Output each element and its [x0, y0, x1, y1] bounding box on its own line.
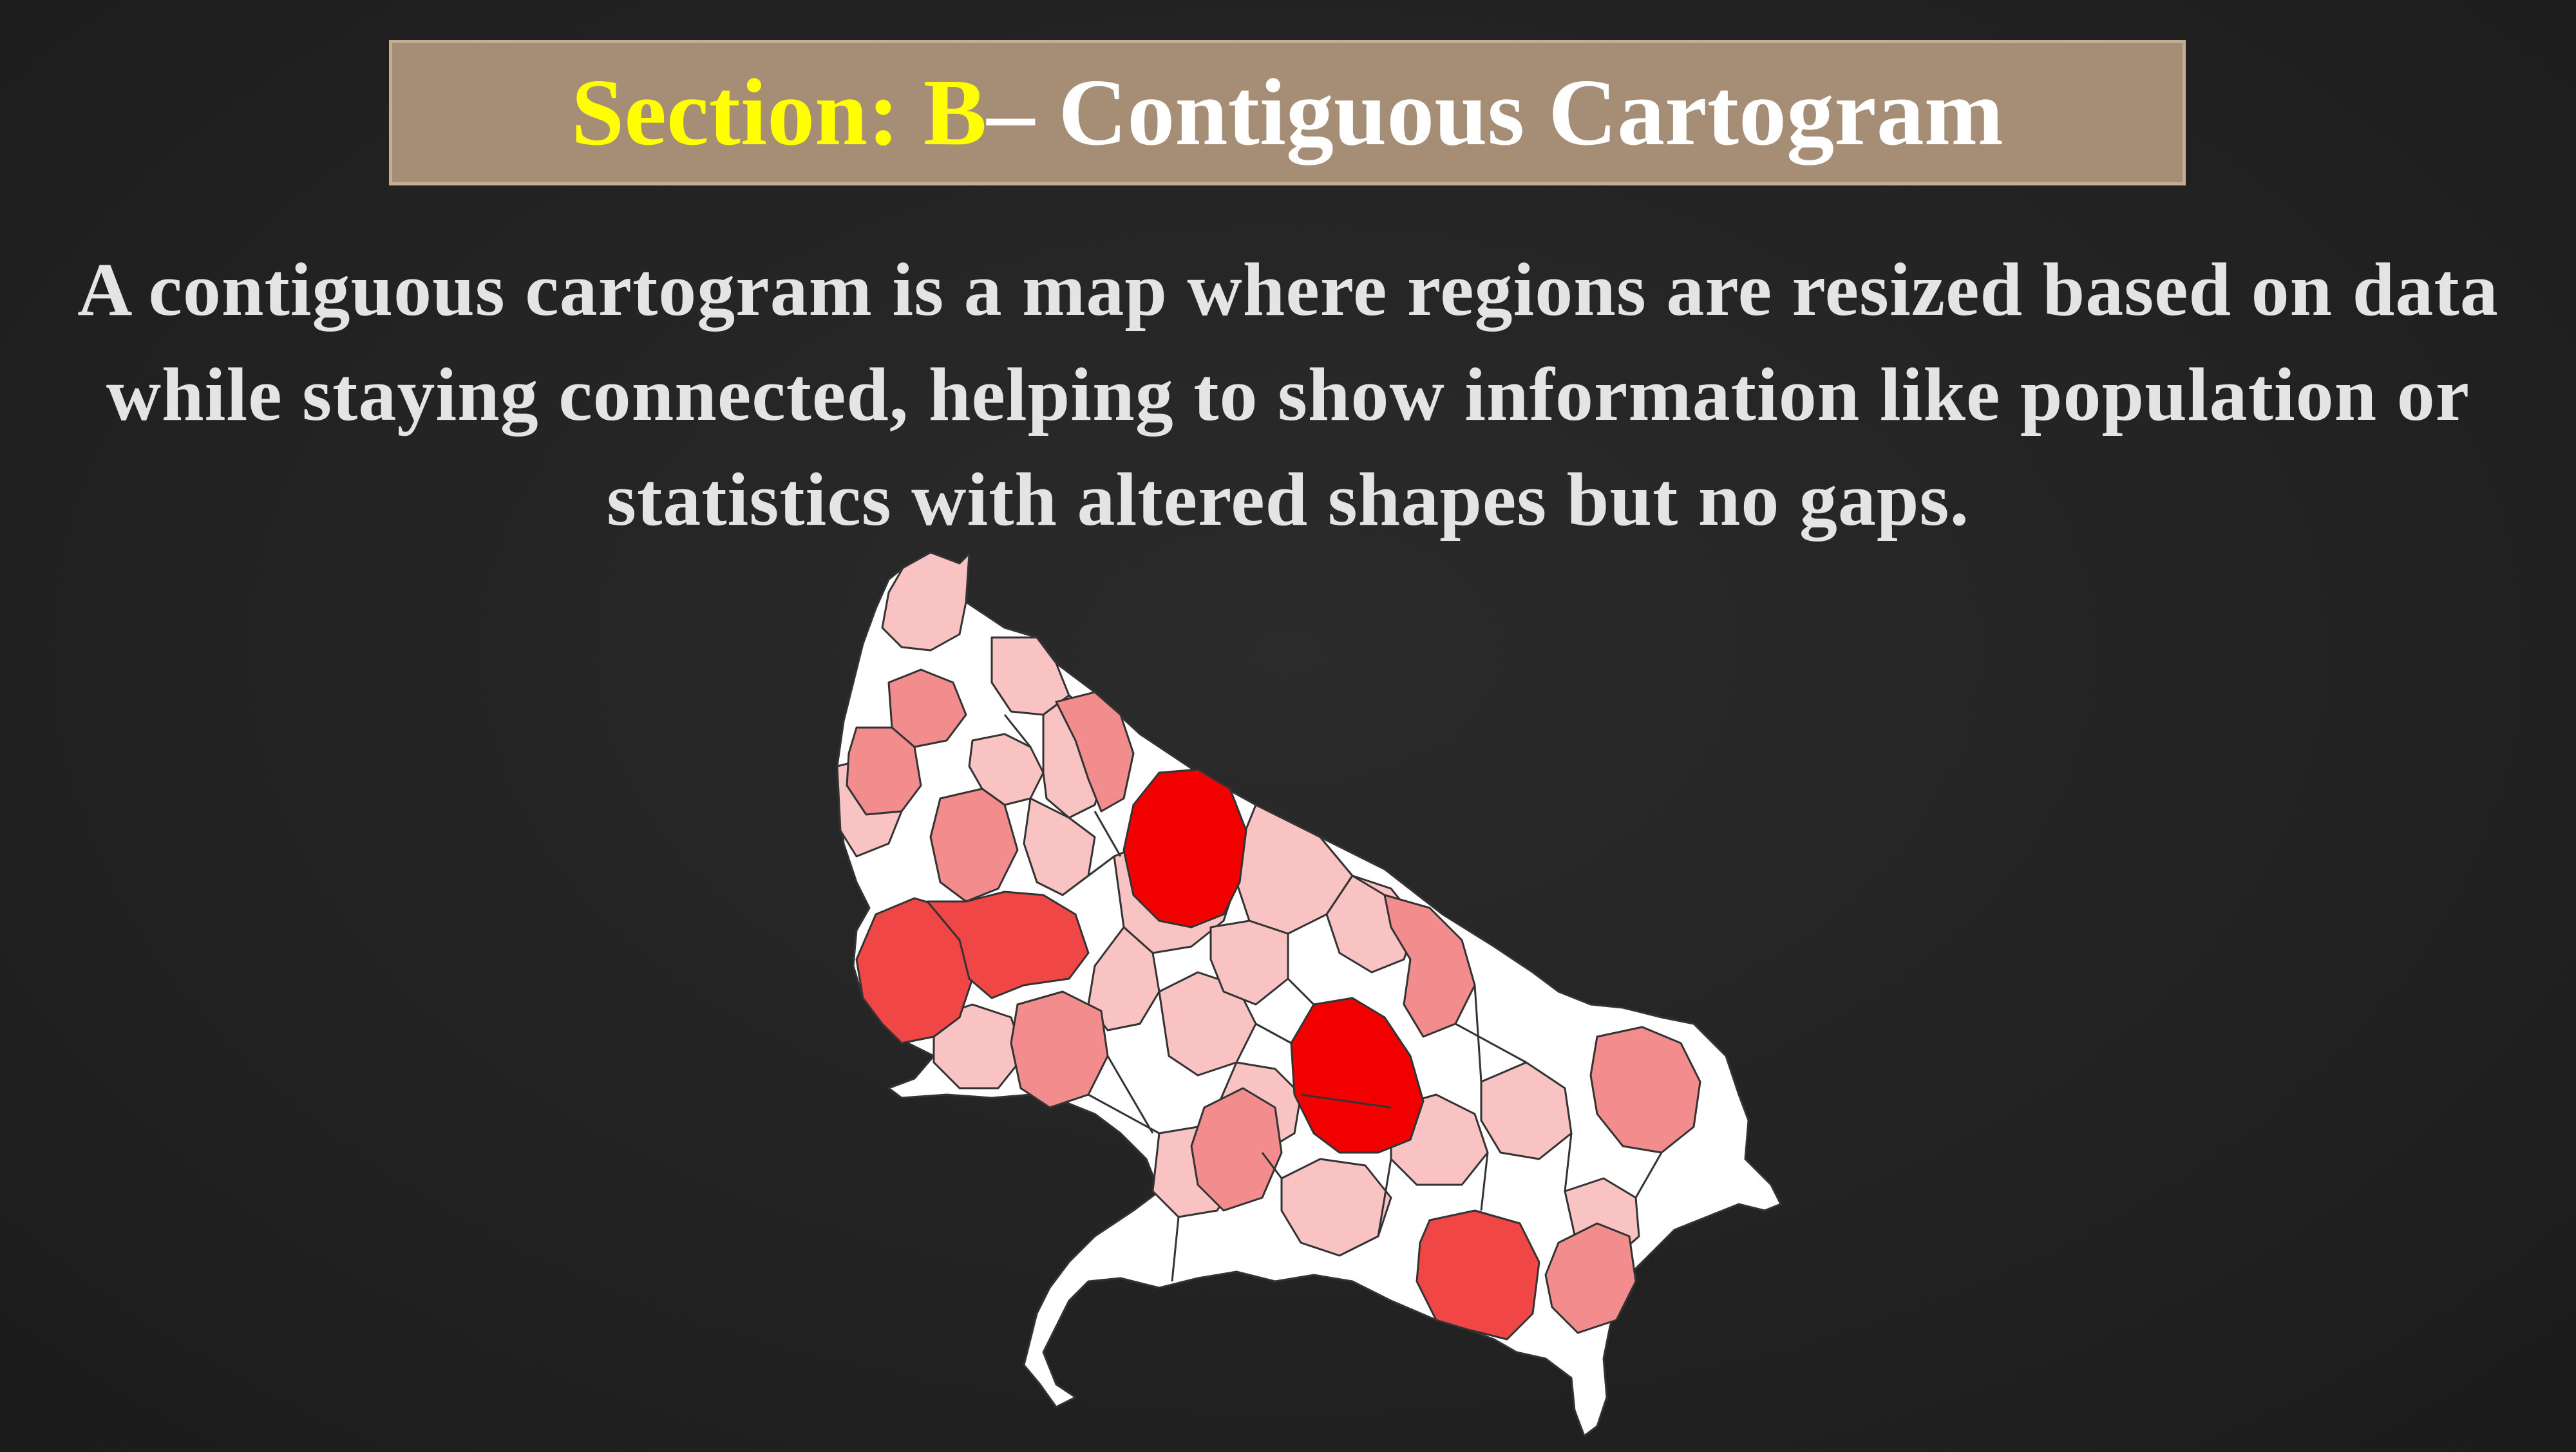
district-region — [1290, 997, 1425, 1154]
district-region — [933, 1003, 1025, 1089]
section-title-text: – Contiguous Cartogram — [987, 60, 2004, 165]
district-region — [1480, 1061, 1573, 1160]
district-region — [1383, 894, 1476, 1038]
district-region — [1087, 926, 1160, 1032]
state-outline — [836, 551, 1782, 1437]
district-region — [1209, 919, 1289, 1006]
district-region — [929, 787, 1019, 903]
district-region — [1055, 691, 1135, 813]
description-text: A contiguous cartogram is a map where re… — [77, 247, 2499, 542]
district-region — [1158, 971, 1257, 1077]
district-region — [1190, 1087, 1283, 1212]
district-boundaries — [1003, 714, 1663, 1282]
district-region — [1122, 768, 1247, 929]
district-region — [881, 551, 971, 652]
district-region — [1023, 797, 1096, 896]
section-title: Section: B – Contiguous Cartogram — [389, 40, 2186, 185]
district-region — [846, 726, 922, 816]
district-region — [926, 891, 1090, 999]
district-region — [1416, 1209, 1540, 1341]
district-region — [1589, 1026, 1701, 1154]
district-region — [1544, 1222, 1637, 1334]
section-label: Section: B — [571, 60, 987, 165]
